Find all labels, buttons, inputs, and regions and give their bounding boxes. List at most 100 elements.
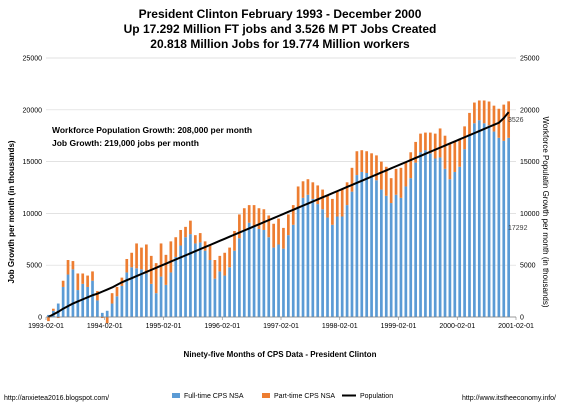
bar-full-time <box>86 286 89 317</box>
bar-full-time <box>233 250 236 317</box>
legend: Full-time CPS NSA Part-time CPS NSA Popu… <box>172 393 393 400</box>
bar-full-time <box>458 166 462 317</box>
bar-full-time <box>91 280 94 317</box>
x-tick-label: 1997-02-01 <box>263 323 299 330</box>
bar-part-time <box>399 167 403 198</box>
bar-part-time <box>335 191 339 217</box>
bar-part-time <box>247 205 251 223</box>
bar-part-time <box>61 280 65 287</box>
bars <box>47 100 511 324</box>
bar-full-time <box>238 238 241 317</box>
bar-part-time <box>262 209 266 230</box>
chart-title-line-3: 20.818 Million Jobs for 19.774 Million w… <box>150 37 410 51</box>
bar-full-time <box>105 310 109 317</box>
bar-part-time <box>502 104 506 141</box>
bar-part-time <box>389 178 393 204</box>
bar-part-time <box>145 244 148 274</box>
bar-full-time <box>120 285 124 317</box>
bar-full-time <box>360 171 364 317</box>
bar-part-time <box>130 252 134 268</box>
legend-label-part-time: Part-time CPS NSA <box>274 393 335 400</box>
bar-part-time <box>228 247 231 268</box>
bar-full-time <box>409 178 413 317</box>
bar-full-time <box>306 194 310 317</box>
bar-full-time <box>169 272 173 317</box>
bar-part-time <box>218 255 222 272</box>
y-tick-label-left: 20000 <box>23 107 43 114</box>
x-tick-label: 2000-02-01 <box>439 323 475 330</box>
bar-part-time <box>433 133 437 159</box>
bar-part-time <box>424 132 427 151</box>
bar-part-time <box>487 101 491 126</box>
bar-part-time <box>282 227 285 249</box>
bar-full-time <box>316 204 320 317</box>
bar-full-time <box>272 247 276 317</box>
bar-part-time <box>193 235 197 244</box>
bar-part-time <box>477 100 481 121</box>
x-tick-label: 1996-02-01 <box>204 323 240 330</box>
bar-full-time <box>311 198 315 317</box>
bar-full-time <box>326 217 329 317</box>
bar-part-time <box>301 181 305 198</box>
bar-full-time <box>340 216 344 317</box>
bar-part-time <box>370 153 373 177</box>
x-tick-label: 2001-02-01 <box>498 323 534 330</box>
bar-part-time <box>179 229 182 246</box>
bar-part-time <box>86 275 89 287</box>
bar-full-time <box>419 152 422 317</box>
bar-full-time <box>71 269 75 317</box>
bar-full-time <box>262 229 266 317</box>
bar-full-time <box>223 275 227 317</box>
bar-part-time <box>365 151 369 173</box>
bar-part-time <box>360 150 364 172</box>
bar-full-time <box>487 125 491 317</box>
bar-part-time <box>409 152 413 179</box>
bar-part-time <box>458 138 462 167</box>
bar-full-time <box>159 276 163 317</box>
bar-part-time <box>380 161 383 190</box>
bar-full-time <box>213 278 217 317</box>
legend-swatch-full-time <box>172 393 180 398</box>
chart-title-line-2: Up 17.292 Million FT jobs and 3.526 M PT… <box>124 22 437 36</box>
y-tick-label-right: 10000 <box>520 211 540 218</box>
y-tick-label-right: 15000 <box>520 159 540 166</box>
bar-full-time <box>428 153 432 317</box>
x-tick-label: 1999-02-01 <box>381 323 417 330</box>
bar-full-time <box>345 205 349 317</box>
bar-full-time <box>115 296 119 317</box>
bar-part-time <box>154 263 158 294</box>
x-tick-label: 1998-02-01 <box>322 323 358 330</box>
bar-full-time <box>198 242 202 317</box>
chart-title-line-1: President Clinton February 1993 - Decemb… <box>139 7 422 21</box>
y-tick-label-right: 20000 <box>520 107 540 114</box>
bar-part-time <box>47 317 50 322</box>
annotation-job-growth: Job Growth: 219,000 jobs per month <box>52 138 199 148</box>
y-tick-label-right: 5000 <box>520 263 536 270</box>
bar-full-time <box>228 267 231 317</box>
bar-part-time <box>438 128 442 158</box>
bar-full-time <box>61 286 65 317</box>
annotation-population-growth: Workforce Population Growth: 208,000 per… <box>52 125 252 135</box>
population-line <box>47 111 510 318</box>
bar-part-time <box>355 151 359 176</box>
legend-swatch-part-time <box>262 393 270 398</box>
bar-part-time <box>345 182 349 206</box>
bar-full-time <box>331 224 334 317</box>
bar-part-time <box>213 260 217 279</box>
bar-part-time <box>296 186 300 208</box>
bar-part-time <box>100 317 104 319</box>
bar-part-time <box>448 142 452 180</box>
bar-full-time <box>149 283 153 317</box>
y-tick-label-left: 5000 <box>26 263 42 270</box>
bar-part-time <box>316 185 320 205</box>
bar-part-time <box>340 189 344 217</box>
y-tick-label-left: 0 <box>38 315 42 322</box>
bar-full-time <box>473 123 476 317</box>
bar-full-time <box>380 189 383 317</box>
bar-part-time <box>428 132 432 154</box>
bar-part-time <box>331 198 334 225</box>
bar-part-time <box>326 195 329 218</box>
bar-full-time <box>399 197 403 317</box>
bar-full-time <box>375 180 378 317</box>
